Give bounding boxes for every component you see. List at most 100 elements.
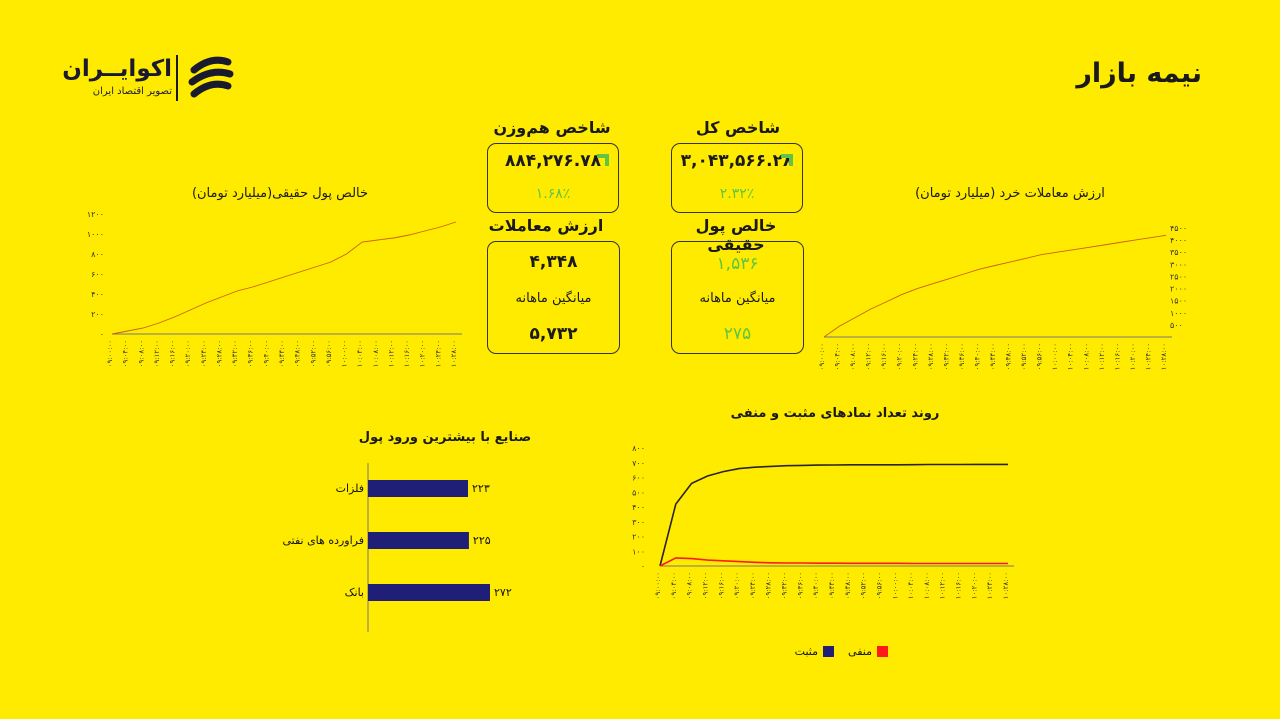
x-tick-label: ۰۹:۵۶:۰۰ [1036, 343, 1044, 370]
y-tick-label: ۵۰۰ [632, 488, 645, 497]
x-tick-label: ۰۹:۳۶:۰۰ [247, 340, 255, 367]
trade-value-avg-value: ۵,۷۳۲ [529, 324, 578, 344]
x-tick-label: ۰۹:۰۸:۰۰ [686, 572, 694, 599]
x-tick-label: ۱۰:۱۲:۰۰ [387, 340, 395, 367]
x-tick-label: ۰۹:۲۰:۰۰ [733, 572, 741, 599]
up-arrow-icon [781, 154, 793, 166]
x-tick-label: ۰۹:۰۸:۰۰ [849, 343, 857, 370]
y-tick-label: ۷۰۰ [632, 459, 645, 468]
y-tick-label: ۲۰۰ [632, 533, 645, 542]
x-tick-label: ۰۹:۰۴:۰۰ [834, 343, 842, 370]
x-tick-label: ۰۹:۲۴:۰۰ [200, 340, 208, 367]
x-tick-label: ۱۰:۰۴:۰۰ [356, 340, 364, 367]
y-tick-label: ۸۰۰ [632, 444, 645, 453]
x-tick-label: ۱۰:۲۸:۰۰ [1002, 572, 1010, 599]
series-line [659, 463, 1008, 567]
bar [368, 532, 469, 549]
x-tick-label: ۰۹:۵۶:۰۰ [325, 340, 333, 367]
x-tick-label: ۱۰:۰۰:۰۰ [891, 572, 899, 599]
y-tick-label: ۵۰۰ [1170, 321, 1183, 330]
legend-negative-label: منفی [848, 645, 872, 658]
x-tick-label: ۰۹:۴۴:۰۰ [828, 572, 836, 599]
y-tick-label: ۱۲۰۰ [87, 210, 104, 219]
trade-value-card: ۴,۳۴۸ میانگین ماهانه ۵,۷۳۲ [487, 241, 620, 354]
x-tick-label: ۱۰:۰۸:۰۰ [923, 572, 931, 599]
category-label: بانک [345, 586, 364, 599]
industries-chart-title: صنایع با بیشترین ورود پول [358, 430, 532, 445]
x-tick-label: ۱۰:۱۶:۰۰ [403, 340, 411, 367]
x-tick-label: ۰۹:۲۸:۰۰ [927, 343, 935, 370]
total-index-title: شاخص کل [695, 118, 781, 137]
x-tick-label: ۰۹:۳۲:۰۰ [231, 340, 239, 367]
y-tick-label: ۱۰۰ [632, 547, 645, 556]
series-line [659, 557, 1008, 567]
positive-negative-trend-chart: ۰ ۱۰۰ ۲۰۰ ۳۰۰ ۴۰۰ ۵۰۰ ۶۰۰ ۷۰۰ ۸۰۰ ۰۹:۰۰:۰۰ ۰۹:۰۴:۰… [632, 444, 1014, 658]
x-tick-label: ۰۹:۴۸:۰۰ [844, 572, 852, 599]
x-tick-label: ۰۹:۲۰:۰۰ [184, 340, 192, 367]
y-tick-label: ۱۵۰۰ [1170, 297, 1187, 306]
x-tick-label: ۰۹:۰۴:۰۰ [122, 340, 130, 367]
net-real-money-line-chart: ۰ ۲۰۰ ۴۰۰ ۶۰۰ ۸۰۰ ۱۰۰۰ ۱۲۰۰ ۰۹:۰۰:۰۰ ۰۹:۰۴:۰۰ ۰۹:… [87, 210, 462, 367]
x-tick-label: ۰۹:۵۲:۰۰ [1020, 343, 1028, 370]
x-tick-label: ۰۹:۲۸:۰۰ [765, 572, 773, 599]
net-real-money-avg-value: ۲۷۵ [723, 324, 752, 344]
x-tick-label: ۱۰:۲۴:۰۰ [434, 340, 442, 367]
y-tick-label: ۴۰۰ [91, 290, 104, 299]
category-label: فلزات [336, 482, 364, 495]
trade-value-avg-label: میانگین ماهانه [515, 291, 592, 306]
x-tick-label: ۱۰:۱۶:۰۰ [1113, 343, 1121, 370]
x-tick-label: ۱۰:۱۲:۰۰ [939, 572, 947, 599]
logo-name: اکوایــران [62, 56, 172, 82]
x-tick-label: ۱۰:۲۸:۰۰ [450, 340, 458, 367]
y-tick-label: ۶۰۰ [91, 270, 104, 279]
x-tick-label: ۱۰:۲۸:۰۰ [1160, 343, 1168, 370]
x-tick-label: ۱۰:۰۰:۰۰ [341, 340, 349, 367]
x-tick-label: ۰۹:۲۰:۰۰ [896, 343, 904, 370]
x-tick-label: ۰۹:۴۰:۰۰ [812, 572, 820, 599]
y-tick-label: ۱۰۰۰ [1170, 309, 1187, 318]
x-tick-label: ۰۹:۰۸:۰۰ [137, 340, 145, 367]
net-real-money-avg-label: میانگین ماهانه [699, 291, 776, 306]
x-tick-label: ۰۹:۴۰:۰۰ [973, 343, 981, 370]
total-index-change: ۲.۳۲٪ [719, 186, 755, 202]
x-tick-label: ۱۰:۲۰:۰۰ [419, 340, 427, 367]
trade-value-title: ارزش معاملات [488, 216, 604, 235]
x-tick-label: ۰۹:۳۶:۰۰ [958, 343, 966, 370]
y-tick-label: ۸۰۰ [91, 250, 104, 259]
trend-chart-title: روند تعداد نمادهای مثبت و منفی [730, 406, 940, 421]
bar [368, 480, 469, 497]
trade-value-value: ۴,۳۴۸ [529, 252, 578, 272]
net-real-money-value: ۱,۵۳۶ [716, 254, 759, 274]
bar [368, 584, 490, 601]
page-title: نیمه بازار [1076, 58, 1202, 89]
x-tick-label: ۰۹:۲۸:۰۰ [215, 340, 223, 367]
x-tick-label: ۱۰:۲۴:۰۰ [1144, 343, 1152, 370]
x-tick-label: ۱۰:۲۴:۰۰ [986, 572, 994, 599]
x-tick-label: ۱۰:۱۲:۰۰ [1098, 343, 1106, 370]
x-tick-label: ۱۰:۰۰:۰۰ [1051, 343, 1059, 370]
legend-negative-swatch [877, 646, 888, 657]
equal-weight-index-value: ۸۸۴,۲۷۶.۷۸ [505, 151, 601, 171]
ecoiran-logo-icon [188, 56, 234, 98]
x-tick-label: ۰۹:۳۲:۰۰ [942, 343, 950, 370]
retail-trade-chart-title: ارزش معاملات خرد (میلیارد تومان) [915, 186, 1105, 201]
total-index-card: ۳,۰۴۳,۵۶۶.۲۸ ۲.۳۲٪ [671, 143, 803, 213]
legend-positive-swatch [823, 646, 834, 657]
y-tick-label: ۳۵۰۰ [1170, 248, 1187, 257]
x-tick-label: ۱۰:۱۶:۰۰ [955, 572, 963, 599]
x-tick-label: ۰۹:۱۶:۰۰ [717, 572, 725, 599]
equal-weight-index-change: ۱.۶۸٪ [535, 186, 571, 202]
total-index-value: ۳,۰۴۳,۵۶۶.۲۸ [680, 151, 794, 171]
logo-subtitle: تصویر اقتصاد ایران [92, 86, 172, 97]
y-tick-label: ۳۰۰ [632, 518, 645, 527]
bar-value-label: ۲۷۲ [494, 586, 512, 599]
logo-separator [176, 55, 178, 101]
x-tick-label: ۰۹:۱۶:۰۰ [880, 343, 888, 370]
y-tick-label: ۶۰۰ [632, 474, 645, 483]
x-tick-label: ۰۹:۰۰:۰۰ [818, 343, 826, 370]
x-tick-label: ۰۹:۳۲:۰۰ [781, 572, 789, 599]
legend-positive-label: مثبت [795, 645, 818, 658]
x-tick-label: ۰۹:۱۲:۰۰ [865, 343, 873, 370]
net-real-money-title: خالص پول حقیقی [695, 216, 777, 254]
y-tick-label: ۳۰۰۰ [1170, 260, 1187, 269]
